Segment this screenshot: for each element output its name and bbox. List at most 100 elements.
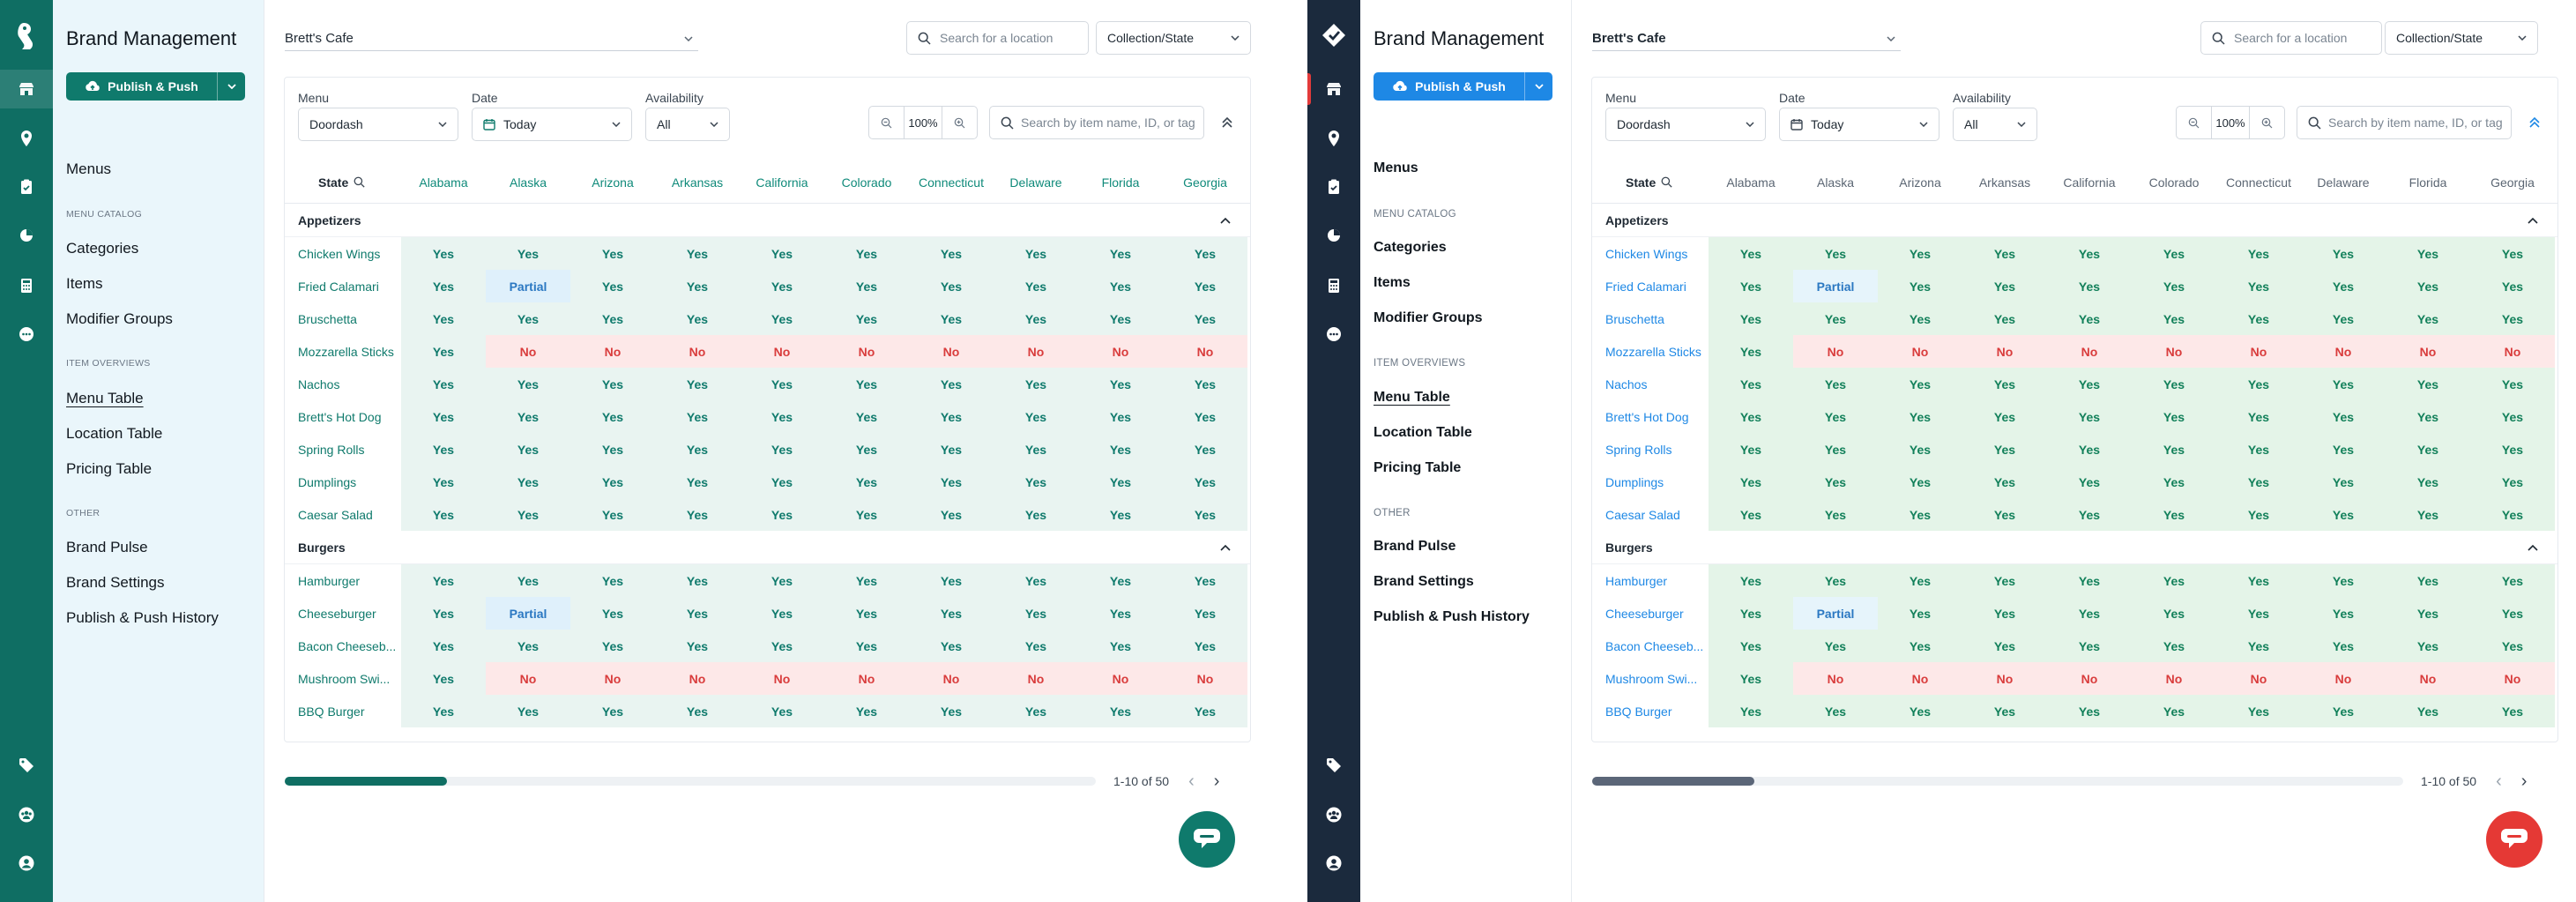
availability-cell[interactable]: Yes xyxy=(909,237,994,270)
availability-cell[interactable]: Yes xyxy=(994,433,1078,466)
availability-cell[interactable]: Yes xyxy=(570,695,655,727)
availability-cell[interactable]: Yes xyxy=(740,498,824,531)
availability-cell[interactable]: Yes xyxy=(994,237,1078,270)
item-name-link[interactable]: BBQ Burger xyxy=(285,695,401,727)
location-pin-icon[interactable] xyxy=(16,128,37,149)
team-icon[interactable] xyxy=(1323,804,1344,825)
scrollbar-thumb[interactable] xyxy=(1592,777,1754,786)
brand-logo-icon[interactable] xyxy=(1320,21,1348,51)
availability-cell[interactable]: Yes xyxy=(401,335,486,368)
nav-brand-pulse[interactable]: Brand Pulse xyxy=(66,539,148,555)
item-name-link[interactable]: Bacon Cheeseb... xyxy=(285,630,401,662)
availability-cell[interactable]: Yes xyxy=(401,630,486,662)
chat-support-button[interactable] xyxy=(1179,811,1235,868)
availability-cell[interactable]: Yes xyxy=(2301,270,2386,302)
availability-cell[interactable]: Yes xyxy=(740,597,824,630)
availability-cell[interactable]: No xyxy=(824,662,909,695)
availability-cell[interactable]: Yes xyxy=(1793,498,1878,531)
availability-cell[interactable]: No xyxy=(2216,335,2301,368)
availability-cell[interactable]: Yes xyxy=(1078,466,1163,498)
availability-cell[interactable]: Yes xyxy=(1962,498,2047,531)
availability-cell[interactable]: Yes xyxy=(2386,630,2470,662)
availability-cell[interactable]: Yes xyxy=(655,400,740,433)
availability-cell[interactable]: Yes xyxy=(486,368,570,400)
availability-cell[interactable]: Yes xyxy=(1878,237,1962,270)
nav-location-table[interactable]: Location Table xyxy=(66,425,163,442)
nav-menus[interactable]: Menus xyxy=(66,160,112,177)
availability-cell[interactable]: Yes xyxy=(1163,466,1247,498)
availability-cell[interactable]: Yes xyxy=(740,302,824,335)
column-header-florida[interactable]: Florida xyxy=(1101,175,1140,190)
availability-cell[interactable]: Yes xyxy=(2216,368,2301,400)
nav-pricing-table[interactable]: Pricing Table xyxy=(66,460,153,477)
availability-cell[interactable]: Yes xyxy=(2386,270,2470,302)
availability-cell[interactable]: Yes xyxy=(1878,630,1962,662)
availability-cell[interactable]: Yes xyxy=(2470,597,2555,630)
availability-cell[interactable]: Yes xyxy=(1163,597,1247,630)
availability-cell[interactable]: Yes xyxy=(401,237,486,270)
availability-cell[interactable]: Yes xyxy=(2216,466,2301,498)
zoom-out-button[interactable] xyxy=(869,107,904,138)
availability-cell[interactable]: Yes xyxy=(2132,237,2216,270)
availability-cell[interactable]: Yes xyxy=(2470,466,2555,498)
availability-cell[interactable]: Yes xyxy=(570,466,655,498)
item-name-link[interactable]: Mushroom Swi... xyxy=(1592,662,1709,695)
availability-cell[interactable]: Yes xyxy=(2301,433,2386,466)
availability-cell[interactable]: Yes xyxy=(909,433,994,466)
availability-cell[interactable]: Yes xyxy=(1709,498,1793,531)
availability-cell[interactable]: Yes xyxy=(1709,630,1793,662)
availability-cell[interactable]: Yes xyxy=(486,564,570,597)
availability-cell[interactable]: Yes xyxy=(1962,433,2047,466)
publish-options-dropdown[interactable] xyxy=(217,72,245,101)
availability-cell[interactable]: No xyxy=(2386,662,2470,695)
more-apps-icon[interactable] xyxy=(1323,324,1344,345)
availability-cell[interactable]: Yes xyxy=(2132,270,2216,302)
availability-cell[interactable]: Yes xyxy=(2216,237,2301,270)
availability-cell[interactable]: Yes xyxy=(1962,400,2047,433)
availability-cell[interactable]: Yes xyxy=(994,597,1078,630)
availability-cell[interactable]: Yes xyxy=(2216,400,2301,433)
availability-cell[interactable]: Yes xyxy=(1163,433,1247,466)
availability-cell[interactable]: No xyxy=(1078,335,1163,368)
availability-cell[interactable]: Yes xyxy=(2216,630,2301,662)
item-name-link[interactable]: Mozzarella Sticks xyxy=(1592,335,1709,368)
item-name-link[interactable]: Cheeseburger xyxy=(1592,597,1709,630)
availability-cell[interactable]: Yes xyxy=(1163,630,1247,662)
availability-cell[interactable]: Yes xyxy=(570,564,655,597)
calculator-icon[interactable] xyxy=(16,275,37,296)
date-filter-select[interactable]: Today xyxy=(472,108,632,141)
availability-cell[interactable]: Yes xyxy=(2216,695,2301,727)
column-header-georgia[interactable]: Georgia xyxy=(2490,175,2535,190)
chevron-left-icon[interactable]: ‹ xyxy=(1188,772,1195,791)
availability-cell[interactable]: Yes xyxy=(824,400,909,433)
nav-pricing-table[interactable]: Pricing Table xyxy=(1374,460,1462,475)
availability-cell[interactable]: Yes xyxy=(2132,498,2216,531)
column-header-arkansas[interactable]: Arkansas xyxy=(1978,175,2031,190)
publish-push-main[interactable]: Publish & Push xyxy=(66,72,217,101)
availability-cell[interactable]: Yes xyxy=(2132,466,2216,498)
availability-cell[interactable]: No xyxy=(655,662,740,695)
availability-cell[interactable]: Yes xyxy=(824,237,909,270)
availability-cell[interactable]: Yes xyxy=(1078,237,1163,270)
availability-cell[interactable]: Yes xyxy=(401,695,486,727)
item-name-link[interactable]: BBQ Burger xyxy=(1592,695,1709,727)
analytics-icon[interactable] xyxy=(16,225,37,246)
availability-filter-select[interactable]: All xyxy=(645,108,730,141)
column-header-arkansas[interactable]: Arkansas xyxy=(671,175,724,190)
availability-cell[interactable]: No xyxy=(909,662,994,695)
availability-cell[interactable]: Yes xyxy=(2386,368,2470,400)
availability-cell[interactable]: No xyxy=(994,335,1078,368)
availability-cell[interactable]: Yes xyxy=(1709,695,1793,727)
availability-cell[interactable]: Yes xyxy=(2386,237,2470,270)
item-name-link[interactable]: Dumplings xyxy=(1592,466,1709,498)
column-header-alaska[interactable]: Alaska xyxy=(1816,175,1855,190)
availability-cell[interactable]: Yes xyxy=(1878,597,1962,630)
availability-cell[interactable]: Yes xyxy=(1878,302,1962,335)
availability-cell[interactable]: Yes xyxy=(1878,270,1962,302)
availability-cell[interactable]: Yes xyxy=(655,302,740,335)
availability-cell[interactable]: Yes xyxy=(2386,302,2470,335)
nav-menu-table[interactable]: Menu Table xyxy=(66,390,144,406)
nav-brand-pulse[interactable]: Brand Pulse xyxy=(1374,539,1456,554)
availability-cell[interactable]: Yes xyxy=(2132,597,2216,630)
nav-categories[interactable]: Categories xyxy=(66,240,139,257)
